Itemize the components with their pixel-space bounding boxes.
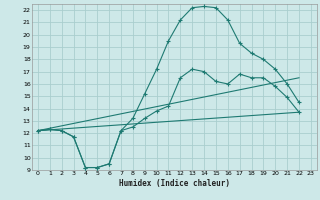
X-axis label: Humidex (Indice chaleur): Humidex (Indice chaleur) bbox=[119, 179, 230, 188]
